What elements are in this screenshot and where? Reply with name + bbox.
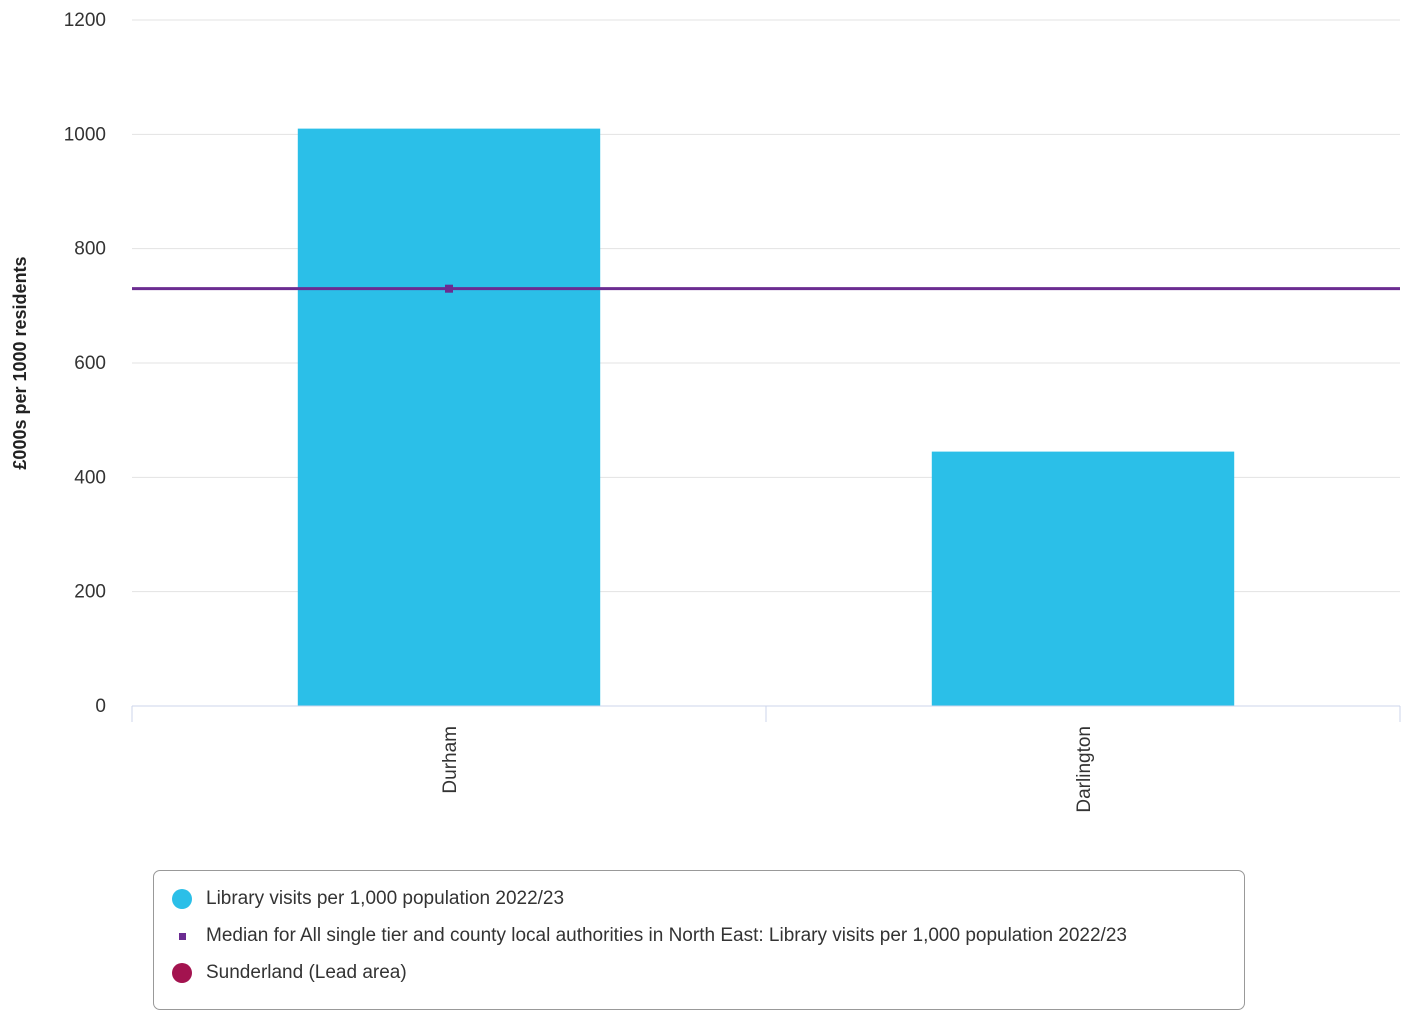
y-axis-ticks: 0 200 400 600 800 1000 1200: [64, 10, 106, 717]
y-tick-label: 1000: [64, 124, 106, 145]
legend-item-lead-area[interactable]: Sunderland (Lead area): [172, 960, 407, 986]
legend-label: Sunderland (Lead area): [206, 962, 407, 983]
y-tick-label: 600: [74, 353, 106, 374]
y-tick-label: 800: [74, 239, 106, 260]
median-marker: [445, 284, 453, 293]
y-tick-label: 400: [74, 467, 106, 488]
legend-label: Median for All single tier and county lo…: [206, 925, 1127, 946]
x-category-label: Darlington: [1074, 726, 1095, 813]
chart-legend: Library visits per 1,000 population 2022…: [153, 870, 1245, 1010]
bar-chart: 0 200 400 600 800 1000 1200 Durham Darlington £…: [10, 10, 1401, 813]
y-tick-label: 1200: [64, 10, 106, 31]
bars: [297, 128, 1235, 706]
x-axis: [131, 705, 1401, 722]
x-category-label: Durham: [440, 726, 461, 794]
y-tick-label: 0: [95, 696, 106, 717]
legend-item-median[interactable]: Median for All single tier and county lo…: [172, 923, 1127, 949]
bar-darlington: [931, 451, 1235, 706]
y-tick-label: 200: [74, 582, 106, 603]
legend-swatch-circle-icon: [172, 889, 192, 909]
legend-item-library-visits[interactable]: Library visits per 1,000 population 2022…: [172, 886, 564, 912]
y-axis-title: £000s per 1000 residents: [10, 256, 30, 469]
x-axis-categories: Durham Darlington: [440, 726, 1095, 813]
legend-label: Library visits per 1,000 population 2022…: [206, 888, 565, 909]
median-line-group: [132, 284, 1400, 293]
legend-swatch-circle-icon: [172, 963, 192, 983]
bar-durham: [297, 128, 601, 706]
legend-swatch-square-icon: [179, 932, 186, 940]
